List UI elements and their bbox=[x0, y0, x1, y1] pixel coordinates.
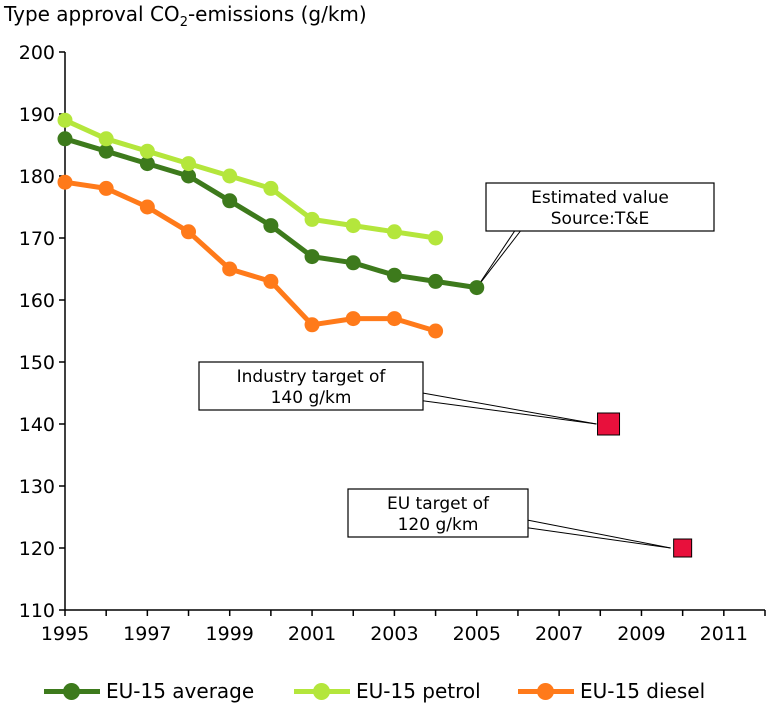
data-point bbox=[139, 143, 155, 159]
data-point bbox=[469, 280, 485, 296]
x-tick-label: 2003 bbox=[370, 623, 418, 645]
line-chart: 110 120 130 140 150 160 170 180 190 200 1995 1997 19… bbox=[19, 42, 766, 645]
callout-pointer bbox=[476, 228, 517, 288]
y-tick-label: 140 bbox=[19, 414, 55, 436]
data-point bbox=[345, 311, 361, 327]
data-point bbox=[345, 218, 361, 234]
target-label-text: 120 g/km bbox=[398, 515, 479, 535]
data-point bbox=[386, 311, 402, 327]
x-tick-label: 1995 bbox=[41, 623, 89, 645]
legend-item-diesel: EU-15 diesel bbox=[516, 676, 705, 706]
legend-label-average: EU-15 average bbox=[106, 679, 255, 703]
data-point bbox=[428, 273, 444, 289]
data-point bbox=[345, 255, 361, 271]
y-tick-label: 200 bbox=[19, 42, 55, 64]
x-tick-label: 1999 bbox=[206, 623, 254, 645]
x-tick-label: 2007 bbox=[535, 623, 583, 645]
data-point bbox=[98, 180, 114, 196]
data-point bbox=[222, 168, 238, 184]
callout-box bbox=[485, 182, 715, 232]
data-point bbox=[139, 199, 155, 215]
callout-text: Source:T&E bbox=[551, 209, 650, 229]
data-point bbox=[263, 180, 279, 196]
data-point bbox=[181, 168, 197, 184]
target-label-text: Industry target of bbox=[237, 367, 387, 387]
legend-label-petrol: EU-15 petrol bbox=[356, 679, 481, 703]
y-tick-label: 180 bbox=[19, 166, 55, 188]
target-marker bbox=[597, 412, 621, 436]
y-tick-label: 170 bbox=[19, 228, 55, 250]
y-tick-label: 160 bbox=[19, 290, 55, 312]
legend: EU-15 average EU-15 petrol EU-15 diesel bbox=[0, 676, 768, 706]
x-tick-label: 2001 bbox=[288, 623, 336, 645]
data-point bbox=[428, 230, 444, 246]
data-point bbox=[181, 156, 197, 172]
series-line-2 bbox=[64, 179, 437, 334]
data-point bbox=[181, 224, 197, 240]
data-point bbox=[304, 317, 320, 333]
data-point bbox=[222, 193, 238, 209]
data-point bbox=[57, 131, 73, 147]
data-point bbox=[98, 143, 114, 159]
target-label-text: 140 g/km bbox=[271, 388, 352, 408]
data-point bbox=[222, 261, 238, 277]
x-tick-label: 2005 bbox=[453, 623, 501, 645]
target-pointer bbox=[521, 526, 671, 549]
data-point bbox=[304, 211, 320, 227]
legend-label-diesel: EU-15 diesel bbox=[580, 679, 706, 703]
callout-text: Estimated value bbox=[531, 188, 669, 208]
data-point bbox=[428, 323, 444, 339]
callout-pointer bbox=[476, 228, 523, 288]
target-marker bbox=[673, 538, 693, 558]
data-point bbox=[139, 156, 155, 172]
data-point bbox=[304, 249, 320, 265]
target-label-text: EU target of bbox=[387, 494, 490, 514]
y-tick-label: 130 bbox=[19, 476, 55, 498]
y-tick-label: 110 bbox=[19, 600, 55, 622]
data-point bbox=[57, 112, 73, 128]
legend-item-petrol: EU-15 petrol bbox=[292, 676, 481, 706]
x-tick-label: 2009 bbox=[617, 623, 665, 645]
y-tick-label: 190 bbox=[19, 104, 55, 126]
target-label-box bbox=[198, 361, 424, 411]
legend-marker-average bbox=[42, 676, 102, 706]
x-tick-label: 2011 bbox=[700, 623, 748, 645]
chart-title: Type approval CO2-emissions (g/km) bbox=[4, 2, 367, 30]
legend-item-average: EU-15 average bbox=[42, 676, 254, 706]
y-tick-label: 150 bbox=[19, 352, 55, 374]
data-point bbox=[263, 273, 279, 289]
x-tick-label: 1997 bbox=[123, 623, 171, 645]
data-point bbox=[386, 224, 402, 240]
data-point bbox=[98, 131, 114, 147]
target-pointer bbox=[416, 399, 597, 425]
target-pointer bbox=[521, 518, 671, 549]
data-point bbox=[263, 218, 279, 234]
series-line-1 bbox=[63, 117, 436, 241]
target-label-box bbox=[347, 488, 529, 538]
series-line-0 bbox=[64, 136, 478, 291]
legend-marker-petrol bbox=[292, 676, 352, 706]
legend-marker-diesel bbox=[516, 676, 576, 706]
y-tick-label: 120 bbox=[19, 538, 55, 560]
target-pointer bbox=[416, 391, 597, 425]
data-point bbox=[386, 267, 402, 283]
data-point bbox=[57, 174, 73, 190]
